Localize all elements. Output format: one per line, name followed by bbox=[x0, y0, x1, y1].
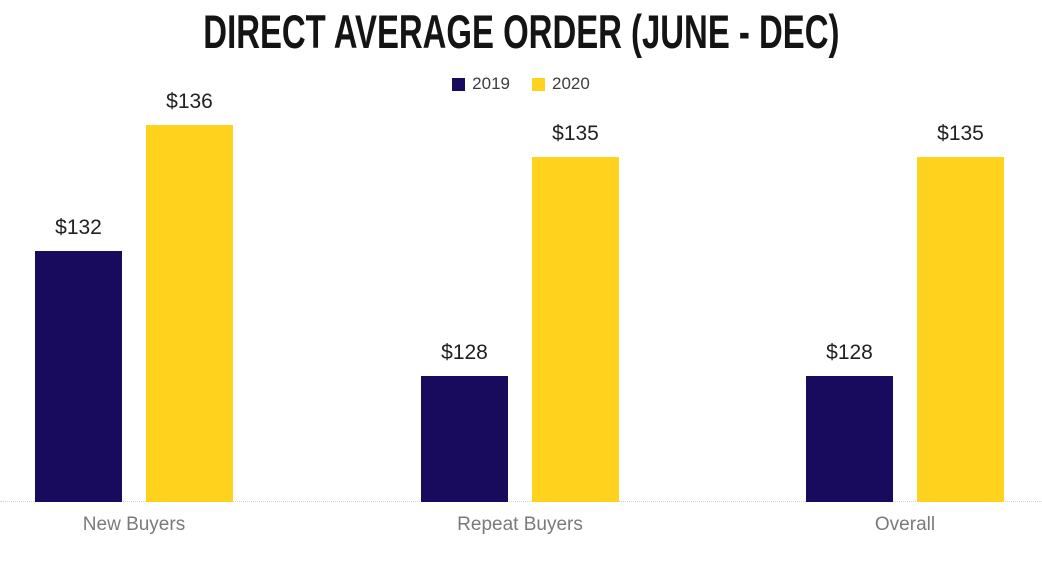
legend-label-2019: 2019 bbox=[472, 74, 510, 93]
bar-group-overall: $128 $135 bbox=[806, 94, 1004, 502]
legend: 2019 2020 bbox=[0, 74, 1042, 94]
bar-2020-new-buyers bbox=[146, 125, 233, 502]
bar-2019-new-buyers bbox=[35, 251, 122, 502]
bar-wrap-2019-overall: $128 bbox=[806, 341, 893, 502]
data-label-2020-overall: $135 bbox=[937, 122, 984, 145]
chart-title: DIRECT AVERAGE ORDER (JUNE - DEC) bbox=[0, 4, 1042, 59]
bar-2020-repeat-buyers bbox=[532, 157, 619, 502]
legend-swatch-2019 bbox=[452, 77, 466, 91]
bar-2020-overall bbox=[917, 157, 1004, 502]
legend-label-2020: 2020 bbox=[552, 74, 590, 93]
data-label-2020-new-buyers: $136 bbox=[166, 90, 213, 113]
bar-wrap-2020-overall: $135 bbox=[917, 122, 1004, 502]
x-axis-line bbox=[0, 501, 1042, 502]
bar-wrap-2019-new-buyers: $132 bbox=[35, 216, 122, 502]
bar-wrap-2019-repeat-buyers: $128 bbox=[421, 341, 508, 502]
data-label-2019-overall: $128 bbox=[826, 341, 873, 364]
data-label-2019-repeat-buyers: $128 bbox=[441, 341, 488, 364]
bar-2019-repeat-buyers bbox=[421, 376, 508, 502]
chart-title-text: DIRECT AVERAGE ORDER (JUNE - DEC) bbox=[202, 5, 840, 58]
legend-item-2020: 2020 bbox=[532, 74, 590, 94]
category-label-overall: Overall bbox=[874, 514, 936, 535]
category-label-repeat-buyers: Repeat Buyers bbox=[457, 514, 583, 535]
bar-wrap-2020-new-buyers: $136 bbox=[146, 90, 233, 502]
category-label-new-buyers: New Buyers bbox=[82, 514, 186, 535]
data-label-2019-new-buyers: $132 bbox=[55, 216, 102, 239]
data-label-2020-repeat-buyers: $135 bbox=[552, 122, 599, 145]
legend-item-2019: 2019 bbox=[452, 74, 510, 94]
bar-group-repeat-buyers: $128 $135 bbox=[421, 94, 619, 502]
legend-swatch-2020 bbox=[532, 77, 545, 91]
plot-area: $132 $136 $128 $135 $128 $135 bbox=[0, 90, 1042, 502]
bar-wrap-2020-repeat-buyers: $135 bbox=[532, 122, 619, 502]
bar-group-new-buyers: $132 $136 bbox=[35, 90, 233, 502]
bar-2019-overall bbox=[806, 376, 893, 502]
